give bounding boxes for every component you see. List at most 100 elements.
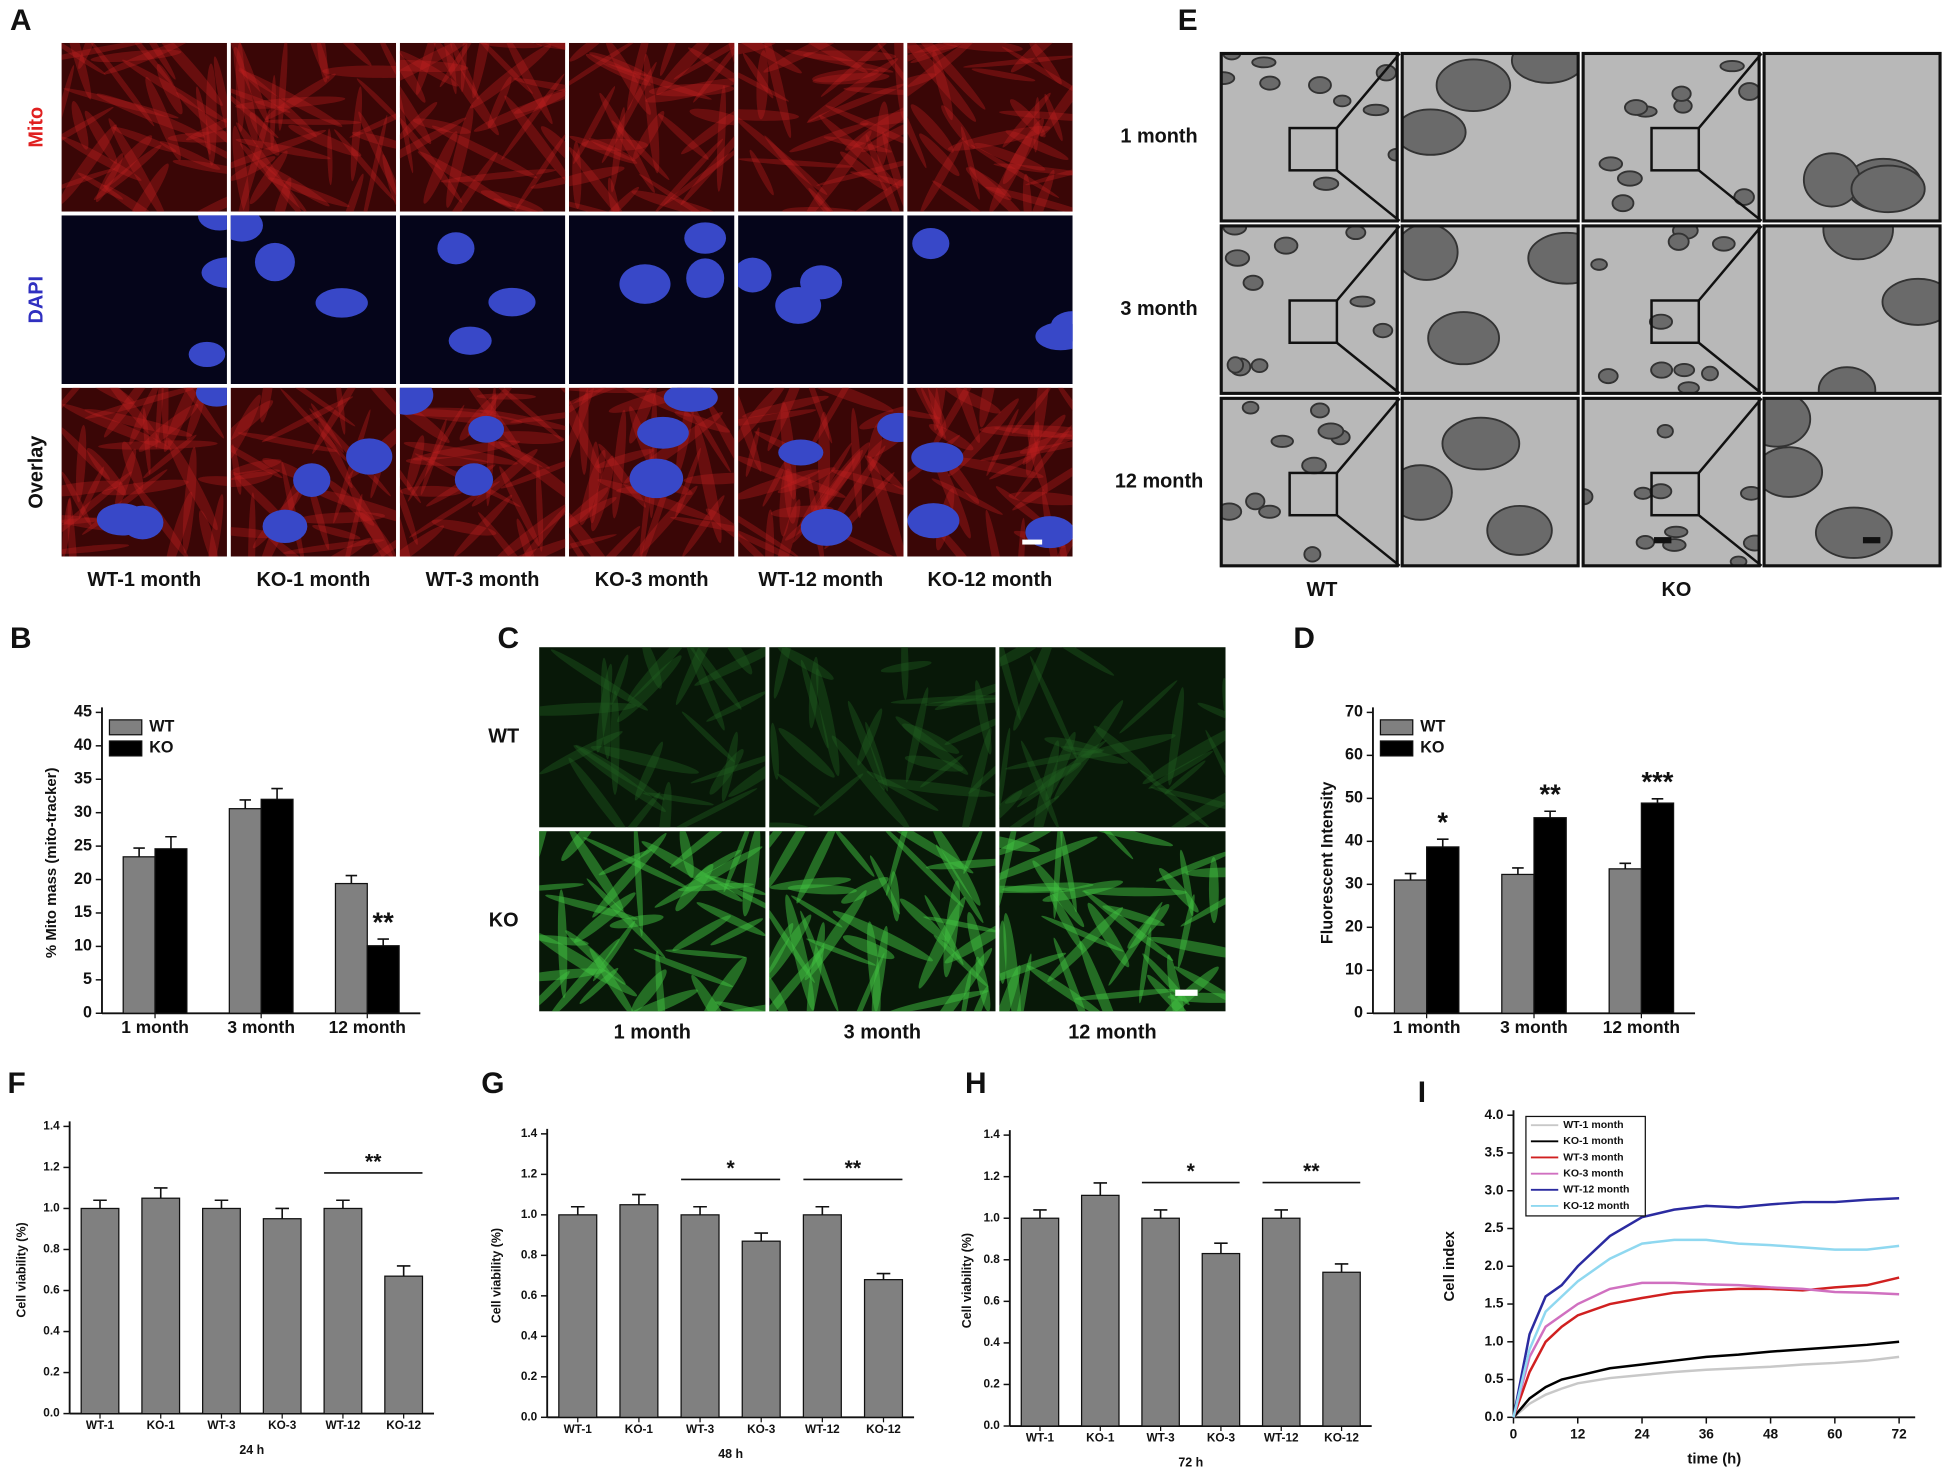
- y-tick-label: 0.0: [43, 1406, 60, 1420]
- image-cell: [230, 42, 397, 212]
- fiber: [453, 494, 513, 557]
- mitochondrion: [1527, 231, 1579, 285]
- fiber: [999, 952, 1067, 986]
- fiber: [230, 526, 282, 539]
- fiber: [114, 448, 137, 510]
- fiber: [399, 101, 438, 141]
- x-tick-label: WT-1: [1026, 1431, 1055, 1445]
- image-frame: [1400, 224, 1580, 395]
- mitochondrion: [1711, 236, 1736, 252]
- fiber: [568, 515, 598, 557]
- fiber: [1022, 414, 1066, 465]
- fiber: [263, 387, 356, 427]
- fiber: [399, 117, 467, 177]
- fiber: [659, 42, 682, 76]
- fiber: [230, 436, 283, 479]
- fiber: [486, 536, 566, 557]
- y-tick-label: 1.4: [521, 1126, 538, 1140]
- fiber: [238, 69, 343, 127]
- mitochondrion: [1245, 492, 1266, 511]
- fiber: [487, 76, 512, 129]
- image-bg: [1583, 53, 1760, 221]
- bar: [334, 882, 368, 1014]
- fiber: [673, 42, 735, 80]
- fiber: [922, 387, 944, 437]
- fiber: [469, 44, 552, 109]
- y-tick-label: 0.4: [43, 1324, 60, 1338]
- zoom-line: [1335, 52, 1401, 129]
- row-label: 1 month: [1120, 125, 1197, 147]
- error-bar: [570, 1205, 585, 1215]
- fiber: [882, 131, 904, 212]
- fiber: [172, 159, 227, 175]
- fiber: [1016, 740, 1107, 808]
- fiber: [894, 42, 904, 120]
- fiber: [416, 42, 439, 95]
- image-cell: [399, 215, 566, 385]
- error-bar: [214, 1199, 229, 1209]
- x-tick-label: 3 month: [227, 1017, 295, 1037]
- fiber: [769, 831, 816, 890]
- image-cell: [539, 831, 766, 1012]
- fiber: [589, 138, 636, 162]
- fiber: [899, 898, 947, 941]
- mitochondrion: [1270, 434, 1294, 448]
- fiber: [779, 462, 793, 537]
- mitochondrion: [1258, 504, 1281, 519]
- column-label: KO-12 month: [928, 569, 1053, 591]
- fiber: [539, 931, 638, 997]
- fiber: [230, 459, 282, 475]
- x-tick-label: WT-12: [1264, 1431, 1299, 1445]
- fiber: [572, 141, 582, 209]
- fiber: [709, 748, 744, 795]
- fiber: [815, 668, 840, 777]
- fiber: [710, 918, 764, 946]
- fiber: [135, 42, 176, 80]
- fiber: [1148, 936, 1226, 961]
- error-bar: [1093, 1182, 1108, 1196]
- fiber: [316, 42, 328, 83]
- fiber: [765, 509, 775, 557]
- fiber: [382, 154, 397, 209]
- x-axis-label: time (h): [1687, 1451, 1741, 1468]
- fiber: [1032, 740, 1060, 828]
- fiber: [597, 479, 713, 521]
- fiber: [249, 112, 280, 156]
- y-tick-label: 0.0: [983, 1418, 1000, 1432]
- error-bar: [93, 1199, 107, 1209]
- fiber: [568, 757, 633, 828]
- mitochondrion: [1664, 525, 1689, 539]
- image-cell: [568, 387, 735, 557]
- fiber: [129, 387, 160, 445]
- fiber: [629, 387, 658, 444]
- fiber: [356, 78, 397, 127]
- bar: [1080, 1194, 1120, 1427]
- fiber: [947, 387, 981, 443]
- fiber: [999, 795, 1060, 828]
- bar: [141, 1197, 181, 1415]
- fiber: [235, 138, 331, 160]
- fiber: [1033, 97, 1040, 153]
- fiber: [266, 534, 329, 557]
- x-tick-label: KO-12: [1324, 1431, 1359, 1445]
- fiber: [749, 149, 774, 196]
- fiber: [597, 186, 640, 212]
- x-tick-label: 24: [1634, 1426, 1650, 1441]
- mitochondrion: [1372, 322, 1394, 339]
- nucleus: [619, 264, 671, 304]
- image-bg: [539, 647, 766, 828]
- fiber: [920, 948, 993, 1012]
- fiber: [869, 456, 904, 557]
- bar: [1640, 802, 1675, 1014]
- fiber: [1044, 737, 1103, 754]
- nucleus: [254, 242, 295, 282]
- bar: [1322, 1271, 1361, 1427]
- fiber: [573, 745, 666, 812]
- image-cell: [61, 387, 227, 557]
- image-cell: [738, 215, 904, 385]
- fiber: [198, 510, 219, 557]
- fiber: [812, 442, 870, 513]
- fiber: [886, 831, 919, 896]
- error-bar: [754, 1232, 769, 1242]
- fiber: [479, 409, 566, 431]
